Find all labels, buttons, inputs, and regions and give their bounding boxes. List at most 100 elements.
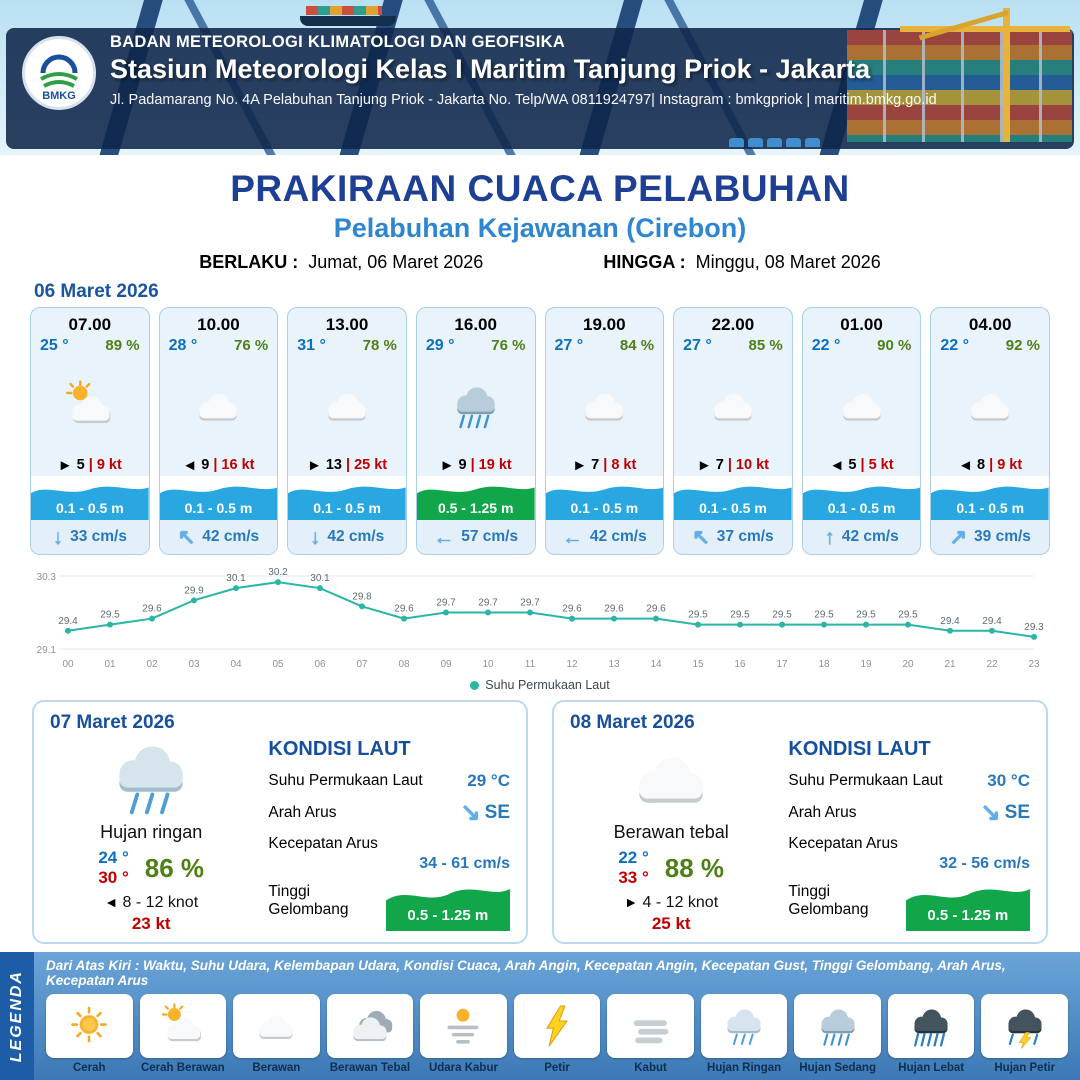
lightning-icon: [531, 1003, 583, 1049]
wave-height-badge: 0.1 - 0.5 m: [31, 476, 149, 520]
current-direction-icon: ←: [561, 525, 583, 549]
wave-height: 0.5 - 1.25 m: [437, 500, 514, 516]
svg-text:29.4: 29.4: [940, 616, 960, 627]
daily-date: 08 Maret 2026: [570, 712, 695, 733]
svg-text:10: 10: [482, 659, 494, 670]
wave-height: 0.1 - 0.5 m: [55, 500, 124, 516]
heavy-rain-icon: [905, 1003, 957, 1049]
svg-text:30.1: 30.1: [226, 573, 246, 584]
weather-icon: [803, 355, 921, 457]
sst-value: 30 °C: [987, 771, 1030, 790]
wind-gust: 25 kt: [651, 913, 691, 933]
legend-item: Hujan Sedang: [794, 994, 881, 1074]
wind-direction-icon: ►: [306, 456, 322, 474]
current-direction-icon: ↗: [949, 525, 968, 549]
current-row: ↓ 42 cm/s: [288, 520, 406, 554]
wave-height-badge: 0.5 - 1.25 m: [905, 877, 1030, 931]
daily-date: 07 Maret 2026: [50, 712, 175, 733]
wind-row: ◄ 5 | 5 kt: [803, 457, 921, 473]
legend-bar: LEGENDA Dari Atas Kiri : Waktu, Suhu Uda…: [0, 952, 1080, 1080]
humidity: 76 %: [491, 337, 526, 354]
forecast-card: 19.00 27 ° 84 % ► 7 | 8 kt 0.1 - 0.5 m ← 42 …: [544, 307, 665, 555]
humidity: 92 %: [1005, 337, 1040, 354]
current-direction-label: Arah Arus: [268, 804, 337, 821]
wind-speed: 7: [715, 457, 724, 473]
sst-value: 29 °C: [467, 771, 510, 790]
humidity: 78 %: [362, 337, 397, 354]
svg-text:23: 23: [1028, 659, 1040, 670]
wind-speed: 5: [848, 457, 857, 473]
seats-illustration: [729, 138, 820, 147]
humidity: 86 %: [144, 852, 205, 883]
svg-text:01: 01: [104, 659, 116, 670]
legend-description: Dari Atas Kiri : Waktu, Suhu Udara, Kele…: [46, 958, 1006, 988]
legend-item: Petir: [513, 994, 601, 1074]
forecast-card: 01.00 22 ° 90 % ◄ 5 | 5 kt 0.1 - 0.5 m ↑ 42 …: [801, 307, 922, 555]
weather-icon: [93, 734, 209, 822]
weather-condition: Berawan tebal: [613, 822, 729, 842]
svg-text:29.6: 29.6: [562, 604, 582, 615]
port-name: Pelabuhan Kejawanan (Cirebon): [333, 213, 747, 243]
current-row: ↓ 33 cm/s: [31, 520, 149, 554]
weather-icon: [31, 355, 149, 457]
sun-icon: [63, 1003, 115, 1049]
wind-direction-icon: ◄: [182, 456, 198, 474]
weather-icon: [613, 734, 729, 822]
wind-row: ► 5 | 9 kt: [31, 457, 149, 473]
svg-text:29.7: 29.7: [478, 598, 498, 609]
wind-gust: | 9 kt: [88, 457, 122, 473]
svg-text:29.6: 29.6: [604, 604, 624, 615]
forecast-card: 04.00 22 ° 92 % ◄ 8 | 9 kt 0.1 - 0.5 m ↗ 39 …: [930, 307, 1050, 555]
svg-text:22: 22: [986, 659, 998, 670]
svg-text:29.5: 29.5: [772, 610, 792, 621]
current-direction-icon: ↘: [460, 799, 481, 826]
current-speed: 39 cm/s: [974, 528, 1031, 545]
svg-text:30.2: 30.2: [268, 567, 288, 578]
svg-text:29.6: 29.6: [646, 604, 666, 615]
valid-from-value: Jumat, 06 Maret 2026: [308, 252, 484, 272]
wave-height-badge: 0.1 - 0.5 m: [545, 476, 664, 520]
humidity: 76 %: [234, 337, 269, 354]
temperature: 31 °: [297, 337, 326, 354]
sst-chart-section: 30.3 29.1 29.4 00 29.5 01 29.6 02 29.9 03 30.1 04 30…: [0, 561, 1080, 692]
current-row: ↖ 42 cm/s: [159, 520, 278, 554]
valid-until-label: HINGGA :: [603, 252, 686, 272]
forecast-card: 16.00 29 ° 76 % ► 9 | 19 kt 0.5 - 1.25 m ← 5…: [415, 307, 536, 555]
sst-label: Suhu Permukaan Laut: [788, 772, 943, 789]
svg-text:16: 16: [734, 659, 746, 670]
wind-row: ► 13 | 25 kt: [288, 457, 406, 473]
wave-height: 0.1 - 0.5 m: [313, 500, 381, 516]
current-direction-icon: ↖: [692, 525, 710, 549]
weather-icon: [674, 355, 792, 457]
wind-gust: | 8 kt: [603, 457, 637, 473]
bmkg-logo: BMKG: [22, 36, 96, 110]
legend-item: Berawan Tebal: [326, 994, 414, 1074]
weather-condition: Hujan ringan: [100, 822, 203, 842]
wave-height: 0.1 - 0.5 m: [827, 500, 896, 516]
weather-icon: [417, 355, 535, 457]
current-speed: 42 cm/s: [327, 528, 385, 545]
wind-direction-icon: ◄: [829, 456, 845, 474]
wind-row: ◄ 8 - 12 knot: [104, 894, 198, 912]
card-time: 13.00: [325, 315, 369, 334]
wind-direction-icon: ◄: [104, 893, 119, 910]
light-rain-icon: [718, 1003, 770, 1049]
svg-text:29.5: 29.5: [814, 610, 834, 621]
temperature-min: 22 °: [618, 848, 649, 867]
agency-name: BADAN METEOROLOGI KLIMATOLOGI DAN GEOFIS…: [110, 33, 566, 51]
card-time: 16.00: [454, 315, 497, 334]
wind-direction-icon: ►: [57, 456, 73, 474]
svg-text:09: 09: [440, 659, 452, 670]
wave-height-badge: 0.5 - 1.25 m: [416, 476, 535, 520]
svg-text:08: 08: [398, 659, 410, 670]
current-row: ↖ 37 cm/s: [674, 520, 792, 554]
current-row: ← 57 cm/s: [416, 520, 535, 554]
wind-gust: | 19 kt: [470, 457, 512, 473]
current-speed: 42 cm/s: [589, 528, 647, 545]
wind-row: ► 4 - 12 knot: [624, 894, 718, 912]
svg-text:29.1: 29.1: [37, 645, 57, 656]
svg-text:20: 20: [902, 659, 914, 670]
svg-text:13: 13: [608, 659, 620, 670]
chart-legend-label: Suhu Permukaan Laut: [485, 678, 610, 692]
card-time: 22.00: [711, 315, 755, 334]
